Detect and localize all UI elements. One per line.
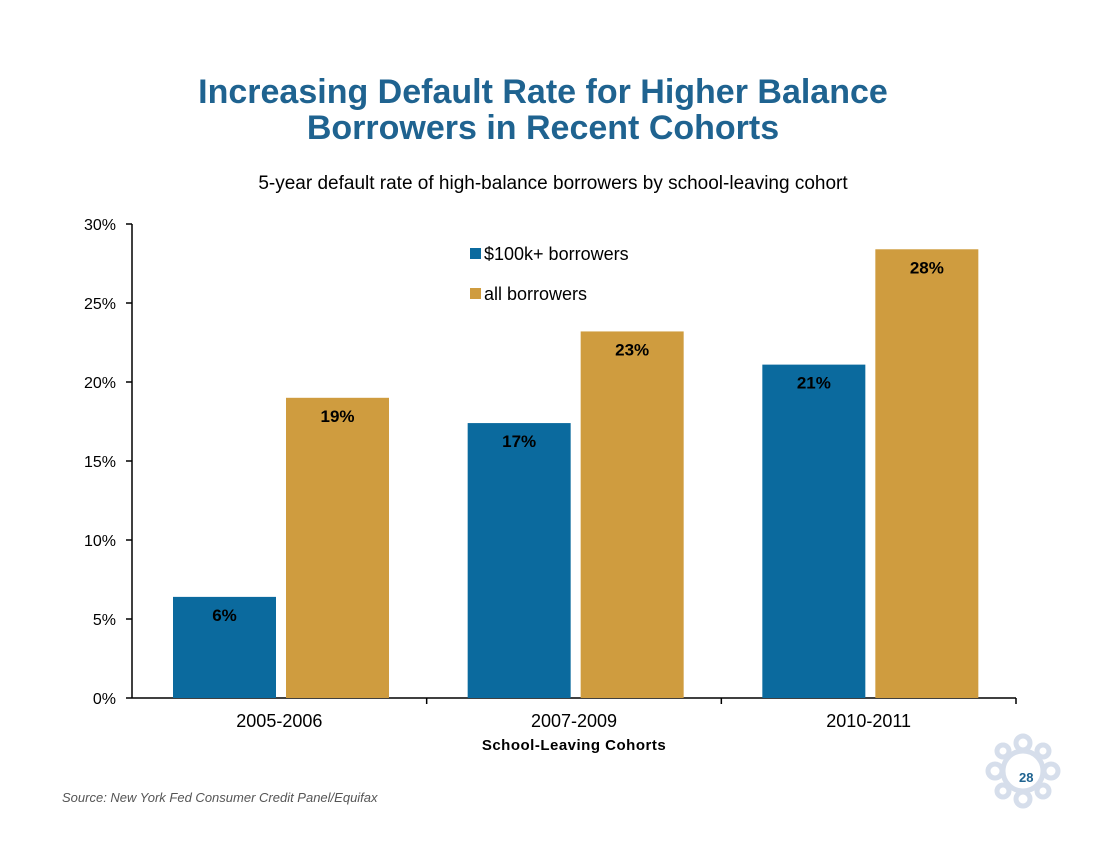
new-york-fed-seal-icon xyxy=(985,733,1061,809)
data-label: 23% xyxy=(615,340,649,359)
data-label: 6% xyxy=(212,606,237,625)
chart-title-line-2: Borrowers in Recent Cohorts xyxy=(306,109,780,147)
y-tick-label: 0% xyxy=(93,691,116,708)
x-tick-label: 2007-2009 xyxy=(531,711,617,731)
legend-swatch xyxy=(470,288,481,299)
data-label: 21% xyxy=(797,374,831,393)
bar xyxy=(580,331,684,698)
bar xyxy=(762,364,866,698)
data-label: 19% xyxy=(320,407,354,426)
y-tick-label: 5% xyxy=(93,612,116,629)
data-label: 28% xyxy=(910,258,944,277)
x-axis-title: School-Leaving Cohorts xyxy=(482,737,666,754)
y-tick-label: 20% xyxy=(84,375,116,392)
y-tick-label: 10% xyxy=(84,533,116,550)
source-note: Source: New York Fed Consumer Credit Pan… xyxy=(62,790,378,805)
x-tick-label: 2010-2011 xyxy=(826,711,911,731)
page-number: 28 xyxy=(1019,770,1034,785)
y-tick-label: 25% xyxy=(84,296,116,313)
bar xyxy=(286,397,389,698)
bar xyxy=(173,596,276,698)
chart-title: Increasing Default Rate for Higher Balan… xyxy=(0,74,1086,146)
data-label: 17% xyxy=(502,432,536,451)
legend-swatch xyxy=(470,248,481,259)
bar xyxy=(875,249,979,698)
legend-label: all borrowers xyxy=(484,284,587,304)
x-tick-label: 2005-2006 xyxy=(236,711,322,731)
chart-subtitle: 5-year default rate of high-balance borr… xyxy=(258,173,848,194)
y-tick-label: 15% xyxy=(84,454,116,471)
bar xyxy=(467,423,571,698)
legend-label: $100k+ borrowers xyxy=(484,244,629,264)
y-tick-label: 30% xyxy=(84,217,116,234)
chart-title-line-1: Increasing Default Rate for Higher Balan… xyxy=(198,73,888,111)
